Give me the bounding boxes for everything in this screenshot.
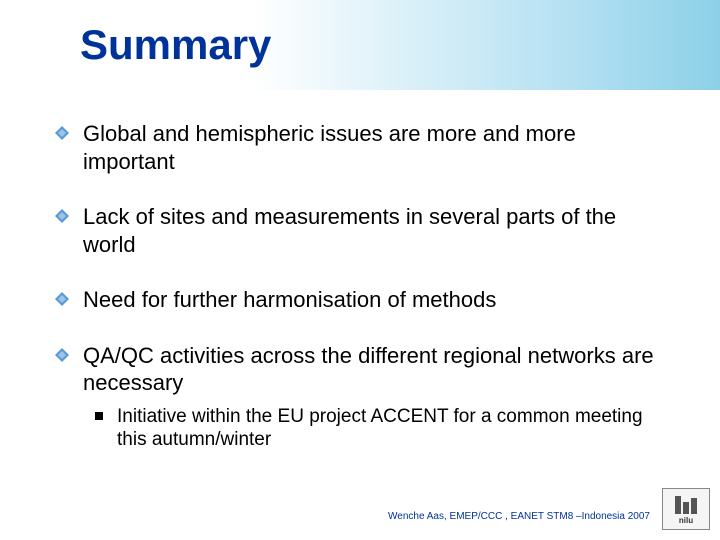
diamond-bullet-icon: [55, 126, 69, 140]
diamond-bullet-icon: [55, 292, 69, 306]
bullet-text: Need for further harmonisation of method…: [83, 286, 496, 314]
bullet-item: Global and hemispheric issues are more a…: [55, 120, 665, 175]
bullet-text: Global and hemispheric issues are more a…: [83, 120, 665, 175]
bullet-item: Lack of sites and measurements in severa…: [55, 203, 665, 258]
bullet-text: Lack of sites and measurements in severa…: [83, 203, 665, 258]
sub-bullet-item: Initiative within the EU project ACCENT …: [95, 405, 665, 453]
square-bullet-icon: [95, 412, 103, 420]
nilu-logo: nilu: [662, 488, 710, 530]
logo-label: nilu: [679, 516, 693, 525]
bullet-item: Need for further harmonisation of method…: [55, 286, 665, 314]
diamond-bullet-icon: [55, 209, 69, 223]
slide-title: Summary: [80, 21, 271, 69]
bullet-item: QA/QC activities across the different re…: [55, 342, 665, 397]
sub-bullet-text: Initiative within the EU project ACCENT …: [117, 405, 665, 453]
title-bar: Summary: [0, 0, 720, 90]
bullet-text: QA/QC activities across the different re…: [83, 342, 665, 397]
footer-text: Wenche Aas, EMEP/CCC , EANET STM8 –Indon…: [388, 511, 650, 522]
content-area: Global and hemispheric issues are more a…: [0, 90, 720, 452]
logo-graphic: [670, 494, 702, 514]
diamond-bullet-icon: [55, 348, 69, 362]
